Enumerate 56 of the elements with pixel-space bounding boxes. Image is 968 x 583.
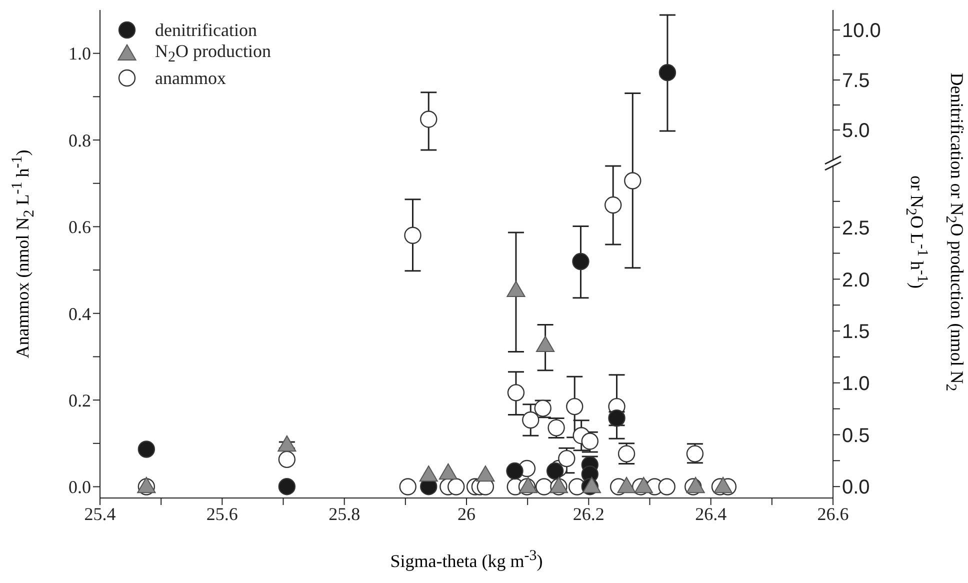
point	[506, 462, 524, 480]
point	[278, 450, 296, 468]
y-tick-label: 0.4	[68, 304, 91, 324]
y3-tick-label: 5.0	[842, 120, 870, 142]
legend-label: anammox	[155, 68, 226, 88]
point	[507, 384, 525, 402]
y3-tick-label: 10.0	[842, 20, 881, 42]
x-tick-label: 26.2	[572, 504, 604, 524]
y2-tick-label: 1.5	[842, 321, 870, 344]
point	[604, 196, 622, 214]
y-tick-label: 0.6	[68, 217, 91, 238]
point	[476, 465, 495, 482]
point	[399, 478, 416, 496]
point	[536, 336, 555, 352]
point	[278, 435, 296, 452]
x-axis-title: Sigma-theta (kg m$^{-3}$)	[389, 548, 544, 572]
x-tick-label: 26	[458, 504, 476, 524]
y2-tick-label: 0.0	[842, 476, 870, 499]
y-tick-label: 0.8	[68, 130, 91, 150]
point	[566, 398, 584, 416]
x-tick-label: 25.6	[206, 504, 238, 524]
y3-tick-label: 7.5	[842, 70, 870, 92]
y2-tick-label: 2.0	[842, 269, 870, 292]
point	[420, 110, 438, 128]
point	[714, 476, 732, 494]
point	[506, 280, 526, 298]
y2-tick-label: 0.5	[842, 424, 870, 447]
point	[535, 478, 553, 496]
point	[617, 476, 636, 494]
point	[278, 478, 296, 496]
point	[624, 172, 642, 190]
y-tick-label: 0.2	[68, 390, 91, 410]
point	[448, 478, 465, 496]
x-tick-label: 26.6	[817, 504, 849, 524]
legend-label: N$_{2}$O production	[155, 41, 271, 67]
point	[658, 478, 676, 496]
y-tick-label: 0.0	[68, 477, 91, 498]
point	[581, 432, 598, 450]
legend-label: denitrification	[155, 20, 257, 40]
point	[419, 465, 438, 482]
point	[686, 476, 705, 494]
point	[582, 476, 602, 494]
point	[634, 476, 653, 494]
x-tick-label: 26.4	[695, 504, 727, 524]
y2-tick-label: 1.0	[842, 372, 870, 395]
y-tick-label: 1.0	[68, 44, 91, 64]
point	[558, 450, 576, 468]
point	[138, 440, 156, 458]
point	[404, 226, 422, 244]
point	[546, 462, 564, 480]
x-tick-label: 25.8	[328, 504, 360, 524]
point	[438, 463, 458, 480]
y2-tick-label: 2.5	[842, 217, 870, 240]
x-tick-label: 25.4	[84, 504, 116, 524]
point	[522, 411, 540, 429]
point	[572, 252, 590, 270]
